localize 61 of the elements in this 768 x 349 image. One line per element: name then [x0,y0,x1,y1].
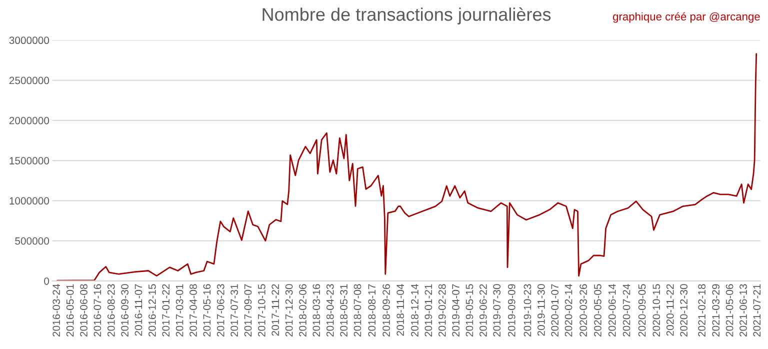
x-tick-label: 2020-05-05 [594,284,602,336]
x-tick-label: 2020-06-14 [608,284,616,336]
x-tick-label: 2021-06-13 [740,284,747,336]
x-tick-label: 2019-01-21 [424,284,432,336]
x-tick-label: 2017-07-31 [230,284,238,336]
x-tick-label: 2020-01-07 [551,284,559,336]
x-tick-label: 2016-11-07 [134,284,142,336]
x-tick-label: 2017-12-30 [285,284,293,336]
x-tick-label: 2018-03-16 [312,284,320,336]
x-tick-label: 2016-03-24 [52,284,60,336]
x-tick-label: 2020-03-26 [580,284,587,336]
x-tick-label: 2016-08-23 [107,284,115,336]
x-tick-label: 2017-01-22 [162,284,170,336]
x-tick-label: 2019-06-22 [479,284,487,336]
x-tick-label: 2018-04-23 [326,284,334,336]
x-tick-label: 2021-07-21 [753,284,761,336]
x-tick-label: 2021-03-29 [712,284,720,336]
x-tick-label: 2019-09-09 [508,284,516,336]
y-tick-label: 3000000 [9,36,50,44]
x-tick-label: 2017-09-07 [244,284,252,336]
line-series [56,53,758,281]
x-tick-label: 2017-11-22 [272,284,280,336]
x-tick-label: 2019-10-23 [524,284,532,336]
x-tick-label: 2021-02-18 [698,284,706,336]
x-tick-label: 2017-06-23 [216,284,224,336]
x-tick-label: 2020-07-24 [622,284,630,336]
x-tick-label: 2020-02-14 [564,284,572,336]
x-tick-label: 2019-11-30 [537,284,545,336]
x-tick-label: 2017-05-16 [203,284,211,336]
x-tick-label: 2016-06-08 [80,284,88,336]
text: graphique créé par @arcange [613,12,760,23]
x-tick-label: 2016-07-16 [94,284,102,336]
x-tick-label: 2020-09-05 [638,284,646,336]
x-tick-label: 2017-04-08 [190,284,197,336]
x-tick-label: 2018-02-06 [299,284,306,336]
x-tick-label: 2019-05-15 [466,284,474,336]
y-tick-label: 2500000 [9,76,50,84]
x-tick-label: 2017-10-15 [258,284,266,336]
x-tick-label: 2018-05-31 [340,284,348,336]
y-tick-label: 0 [44,277,50,285]
x-tick-label: 2019-04-07 [452,284,460,336]
x-tick-label: 2019-02-28 [438,284,446,336]
x-tick-label: 2016-05-01 [66,284,74,336]
x-tick-label: 2020-10-15 [652,284,660,336]
y-tick-label: 500000 [15,237,50,245]
x-tick-label: 2018-12-14 [411,284,418,336]
x-tick-label: 2018-11-04 [396,284,404,336]
y-tick-label: 2000000 [9,116,50,124]
x-tick-label: 2021-05-06 [726,284,734,336]
x-tick-label: 2016-09-30 [121,284,128,336]
chart-title: Nombre de transactions journalières [262,7,551,24]
x-tick-label: 2018-09-26 [382,284,390,336]
y-tick-label: 1500000 [10,157,50,164]
x-tick-label: 2019-07-30 [493,284,501,336]
x-tick-label: 2016-12-15 [148,284,156,336]
x-tick-label: 2020-12-30 [680,284,688,336]
x-tick-label: 2018-07-08 [354,284,362,336]
x-tick-label: 2017-03-01 [176,284,184,336]
y-tick-label: 1000000 [10,197,50,205]
x-tick-label: 2020-11-22 [666,284,674,336]
x-tick-label: 2018-08-17 [368,284,376,336]
